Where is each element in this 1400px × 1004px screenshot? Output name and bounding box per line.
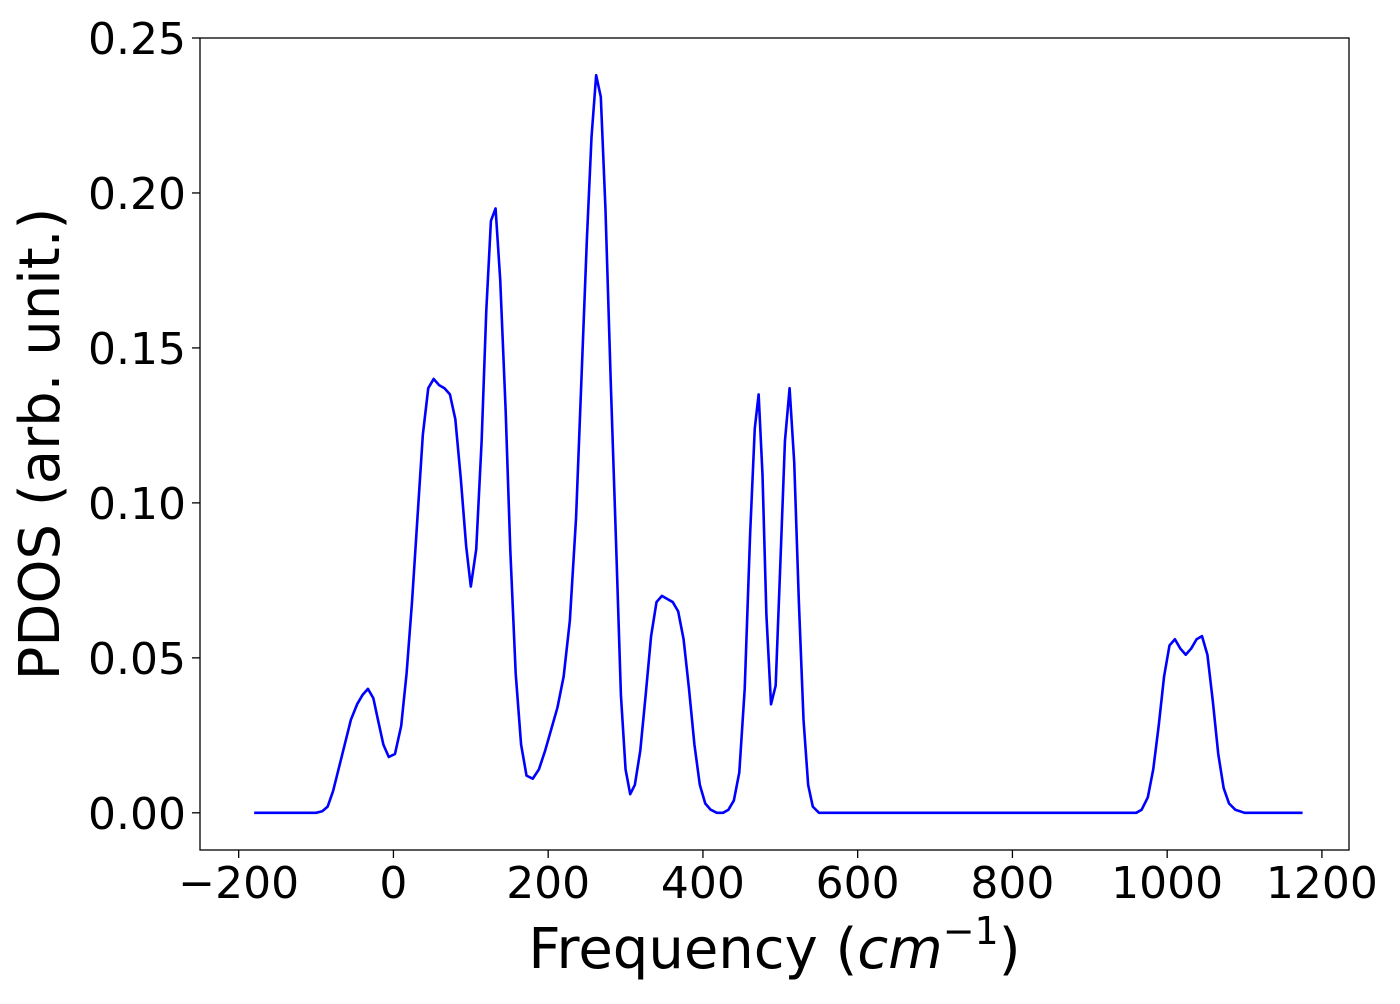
y-tick-label: 0.15 (88, 324, 186, 375)
x-tick-label: 800 (970, 858, 1054, 909)
ticks-layer: −200 0 200 400 600 800 1000 1200 0.00 0.05 0.10 0.1… (88, 14, 1378, 909)
x-axis-title-suffix: ) (999, 917, 1021, 982)
x-tick-label: 600 (816, 858, 900, 909)
y-tick-label: 0.10 (88, 479, 186, 530)
x-tick-label: 400 (661, 858, 745, 909)
x-axis-title-exponent: −1 (943, 909, 999, 953)
y-axis-title: PDOS (arb. unit.) (8, 208, 73, 681)
series-layer (254, 73, 1303, 815)
pdos-series-line (254, 73, 1303, 815)
x-tick-label: 1000 (1111, 858, 1223, 909)
x-tick-label: 1200 (1266, 858, 1378, 909)
y-tick-label: 0.05 (88, 634, 186, 685)
y-tick-label: 0.00 (88, 789, 186, 840)
plot-frame (199, 37, 1350, 851)
x-axis-title-text: Frequency ( (528, 917, 857, 982)
x-tick-label: 0 (379, 858, 407, 909)
x-axis-title: Frequency (cm−1) (528, 909, 1020, 982)
x-tick-label: −200 (178, 858, 299, 909)
y-tick-label: 0.25 (88, 14, 186, 65)
x-axis-title-unit: cm (857, 917, 942, 982)
x-tick-label: 200 (506, 858, 590, 909)
y-tick-label: 0.20 (88, 169, 186, 220)
